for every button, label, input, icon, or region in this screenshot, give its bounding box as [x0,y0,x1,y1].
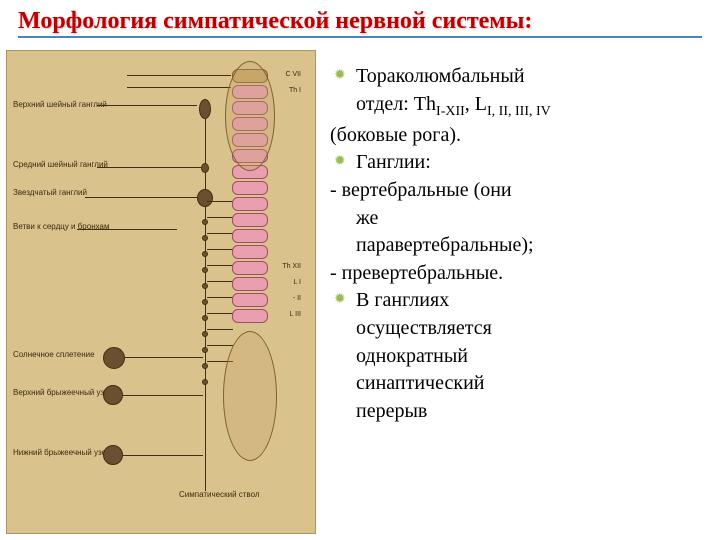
vertebra-segment [232,213,268,227]
cord-lumbar-bulge [223,331,277,461]
plain-line: (боковые рога). [330,123,708,149]
vertebra-segment: - II [232,293,268,307]
chain-ganglion [202,347,208,353]
slide: Морфология симпатической нервной системы… [0,0,720,540]
bullet-continuation: отдел: ThI-XII, LI, II, III, IV [330,92,708,121]
bullet-item: Тораколюмбальный [330,64,708,90]
vertebra-label: C VII [285,71,301,78]
text-panel: Тораколюмбальныйотдел: ThI-XII, LI, II, … [330,50,708,534]
cord-cervical-bulge [225,61,275,171]
bullet-continuation: синаптический [330,371,708,397]
slide-title: Морфология симпатической нервной системы… [18,8,702,34]
label-solar: Солнечное сплетение [13,351,95,359]
fiber-line [127,75,231,76]
chain-ganglion [202,299,208,305]
fiber-line [207,233,233,234]
vertebra-label: L I [293,279,301,286]
fiber-line [207,217,233,218]
dash-line: паравертебральные); [330,233,708,259]
superior-mesenteric-ganglion [103,385,123,405]
chain-ganglion [202,331,208,337]
bullet-continuation: однократный [330,344,708,370]
solar-plexus-ganglion [103,347,125,369]
bullet-item: В ганглиях [330,288,708,314]
inferior-mesenteric-ganglion [103,445,123,465]
stellate-ganglion [197,189,213,207]
fiber-line [207,329,233,330]
fiber-line [85,197,197,198]
label-stellate: Звездчатый ганглий [13,189,87,197]
label-inf-mesenteric: Нижний брыжеечный узел [13,449,110,457]
vertebra-label: L III [290,311,301,318]
fiber-line [97,105,197,106]
dash-line: - превертебральные. [330,261,708,287]
chain-ganglion [202,235,208,241]
vertebra-label: Th I [289,87,301,94]
sympathetic-trunk [205,99,206,491]
fiber-line [207,281,233,282]
chain-ganglion [202,251,208,257]
chain-ganglion [202,315,208,321]
vertebra-segment [232,197,268,211]
chain-ganglion [202,363,208,369]
label-heart-branch: Ветви к сердцу и бронхам [13,223,109,231]
label-symp-trunk: Симпатический ствол [179,491,260,499]
label-mid-ganglion: Средний шейный ганглий [13,161,108,169]
anatomy-diagram: Верхний шейный ганглий Средний шейный га… [6,50,316,534]
bullet-item: Ганглии: [330,150,708,176]
fiber-line [123,455,203,456]
dash-line: же [330,206,708,232]
fiber-line [207,201,233,202]
fiber-line [207,345,233,346]
title-bar: Морфология симпатической нервной системы… [0,0,720,44]
vertebra-label: - II [293,295,301,302]
fiber-line [127,87,231,88]
fiber-line [207,297,233,298]
vertebra-label: Th XII [282,263,301,270]
fiber-line [97,167,201,168]
fiber-line [207,313,233,314]
fiber-line [123,395,203,396]
fiber-line [77,229,177,230]
vertebra-segment [232,181,268,195]
fiber-line [125,357,203,358]
chain-ganglion [202,379,208,385]
middle-cervical-ganglion [201,163,209,173]
vertebra-segment [232,245,268,259]
content-area: Верхний шейный ганглий Средний шейный га… [0,44,720,534]
vertebra-segment: Th XII [232,261,268,275]
bullet-continuation: осуществляется [330,316,708,342]
vertebra-segment [232,229,268,243]
label-top-ganglion: Верхний шейный ганглий [13,101,107,109]
bullet-continuation: перерыв [330,399,708,425]
chain-ganglion [202,283,208,289]
chain-ganglion [202,219,208,225]
vertebra-segment: L I [232,277,268,291]
title-underline [18,36,702,38]
dash-line: - вертебральные (они [330,178,708,204]
vertebra-segment: L III [232,309,268,323]
superior-cervical-ganglion [199,99,211,119]
chain-ganglion [202,267,208,273]
fiber-line [207,249,233,250]
fiber-line [207,265,233,266]
label-sup-mesenteric: Верхний брыжеечный узел [13,389,113,397]
